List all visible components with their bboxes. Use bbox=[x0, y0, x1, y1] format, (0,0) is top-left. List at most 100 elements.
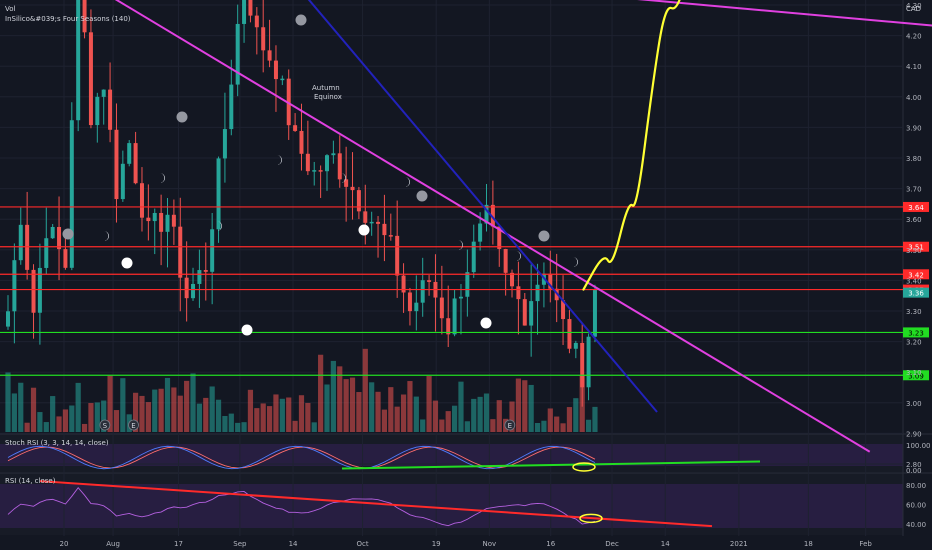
candle-body bbox=[146, 217, 151, 222]
level-tag-3.64 bbox=[903, 201, 929, 212]
volume-bar bbox=[171, 387, 177, 432]
candle-body bbox=[484, 204, 489, 224]
trendline-blue bbox=[307, 0, 658, 413]
candle-body bbox=[12, 260, 17, 312]
rsi-band bbox=[0, 484, 903, 528]
candle-body bbox=[31, 269, 36, 313]
projection-path bbox=[582, 0, 681, 291]
volume-bar bbox=[490, 419, 496, 432]
level-label-3.51: 3.51 bbox=[908, 244, 924, 252]
level-label-3.09: 3.09 bbox=[908, 372, 924, 380]
volume-bar bbox=[81, 423, 88, 432]
candle-body bbox=[458, 296, 463, 299]
volume-bar bbox=[324, 384, 330, 432]
candle-body bbox=[197, 270, 202, 284]
last-price-label: 3.36 bbox=[908, 290, 924, 298]
candle-body bbox=[510, 272, 515, 287]
volume-bar bbox=[560, 423, 566, 432]
moon-marker bbox=[160, 173, 165, 183]
volume-bar bbox=[547, 408, 553, 432]
volume-bar bbox=[522, 380, 528, 432]
volume-bar bbox=[203, 397, 209, 432]
season-marker bbox=[241, 324, 253, 336]
volume-bar bbox=[56, 416, 62, 432]
volume-bar bbox=[349, 377, 356, 432]
volume-bar bbox=[190, 373, 196, 432]
volume-bar bbox=[585, 419, 592, 432]
volume-bar bbox=[120, 378, 126, 432]
price-tick-label: 4.30 bbox=[906, 2, 922, 10]
season-marker bbox=[480, 317, 492, 329]
volume-bar bbox=[432, 400, 439, 432]
volume-bar bbox=[228, 413, 234, 432]
volume-bar bbox=[158, 388, 164, 432]
event-marker-label: E bbox=[508, 422, 512, 430]
stoch-rsi-label: Stoch RSI (3, 3, 14, 14, close) bbox=[5, 439, 109, 447]
rsi-label: RSI (14, close) bbox=[5, 477, 56, 485]
candle-body bbox=[337, 153, 342, 180]
volume-bar bbox=[318, 354, 324, 432]
date-tick-label: 17 bbox=[174, 540, 183, 548]
volume-bar bbox=[286, 397, 292, 432]
price-tick-label: 3.80 bbox=[906, 155, 922, 163]
volume-bar bbox=[133, 392, 139, 432]
volume-bar bbox=[375, 391, 381, 432]
volume-bar bbox=[400, 394, 407, 432]
candle-body bbox=[331, 153, 336, 156]
volume-bar bbox=[292, 420, 298, 432]
candle-body bbox=[171, 214, 176, 227]
candle-body bbox=[108, 89, 113, 130]
moon-marker bbox=[405, 177, 410, 187]
candle-body bbox=[395, 235, 400, 276]
volume-bar bbox=[579, 374, 585, 432]
volume-bar bbox=[30, 387, 37, 432]
date-tick-label: 20 bbox=[60, 540, 69, 548]
currency-label: CAD bbox=[906, 5, 922, 13]
volume-bar bbox=[388, 387, 394, 432]
level-tag-3.23 bbox=[903, 327, 929, 338]
season-marker bbox=[121, 257, 133, 269]
candle-body bbox=[382, 223, 387, 236]
candle-body bbox=[490, 204, 495, 227]
volume-bar bbox=[94, 402, 100, 432]
volume-bar bbox=[464, 421, 470, 432]
volume-bar bbox=[445, 411, 451, 432]
candle-body bbox=[305, 153, 310, 172]
volume-bar bbox=[241, 422, 247, 432]
price-tick-label: 3.50 bbox=[906, 247, 922, 255]
candles bbox=[6, 0, 597, 407]
candle-body bbox=[561, 300, 566, 320]
volume-bar bbox=[528, 384, 534, 432]
candle-body bbox=[152, 212, 157, 222]
volume-bar bbox=[496, 400, 502, 432]
level-label-3.42: 3.42 bbox=[908, 271, 924, 279]
moon-marker bbox=[341, 173, 346, 183]
volume-bar bbox=[298, 395, 305, 432]
volume-bar bbox=[330, 360, 336, 432]
candle-body bbox=[325, 155, 329, 172]
price-tick-label: 4.00 bbox=[906, 94, 922, 102]
candle-body bbox=[535, 284, 540, 302]
candle-body bbox=[580, 342, 585, 388]
candle-body bbox=[573, 342, 578, 349]
candle-body bbox=[101, 89, 106, 97]
candle-body bbox=[229, 84, 234, 130]
candle-body bbox=[446, 318, 451, 335]
volume-bar bbox=[458, 381, 464, 432]
volume-bar bbox=[452, 405, 458, 432]
candle-body bbox=[248, 0, 253, 16]
event-marker-label: E bbox=[131, 422, 135, 430]
candle-body bbox=[452, 298, 457, 335]
volume-bar bbox=[215, 399, 222, 432]
candle-body bbox=[18, 224, 23, 261]
date-tick-label: 14 bbox=[289, 540, 298, 548]
candle-body bbox=[37, 267, 42, 313]
volume-bar bbox=[279, 398, 285, 432]
candle-body bbox=[363, 211, 368, 223]
candle-body bbox=[439, 297, 444, 319]
candle-body bbox=[165, 214, 170, 232]
rsi-line bbox=[7, 487, 596, 527]
candle-body bbox=[299, 130, 304, 154]
volume-bar bbox=[509, 401, 515, 432]
